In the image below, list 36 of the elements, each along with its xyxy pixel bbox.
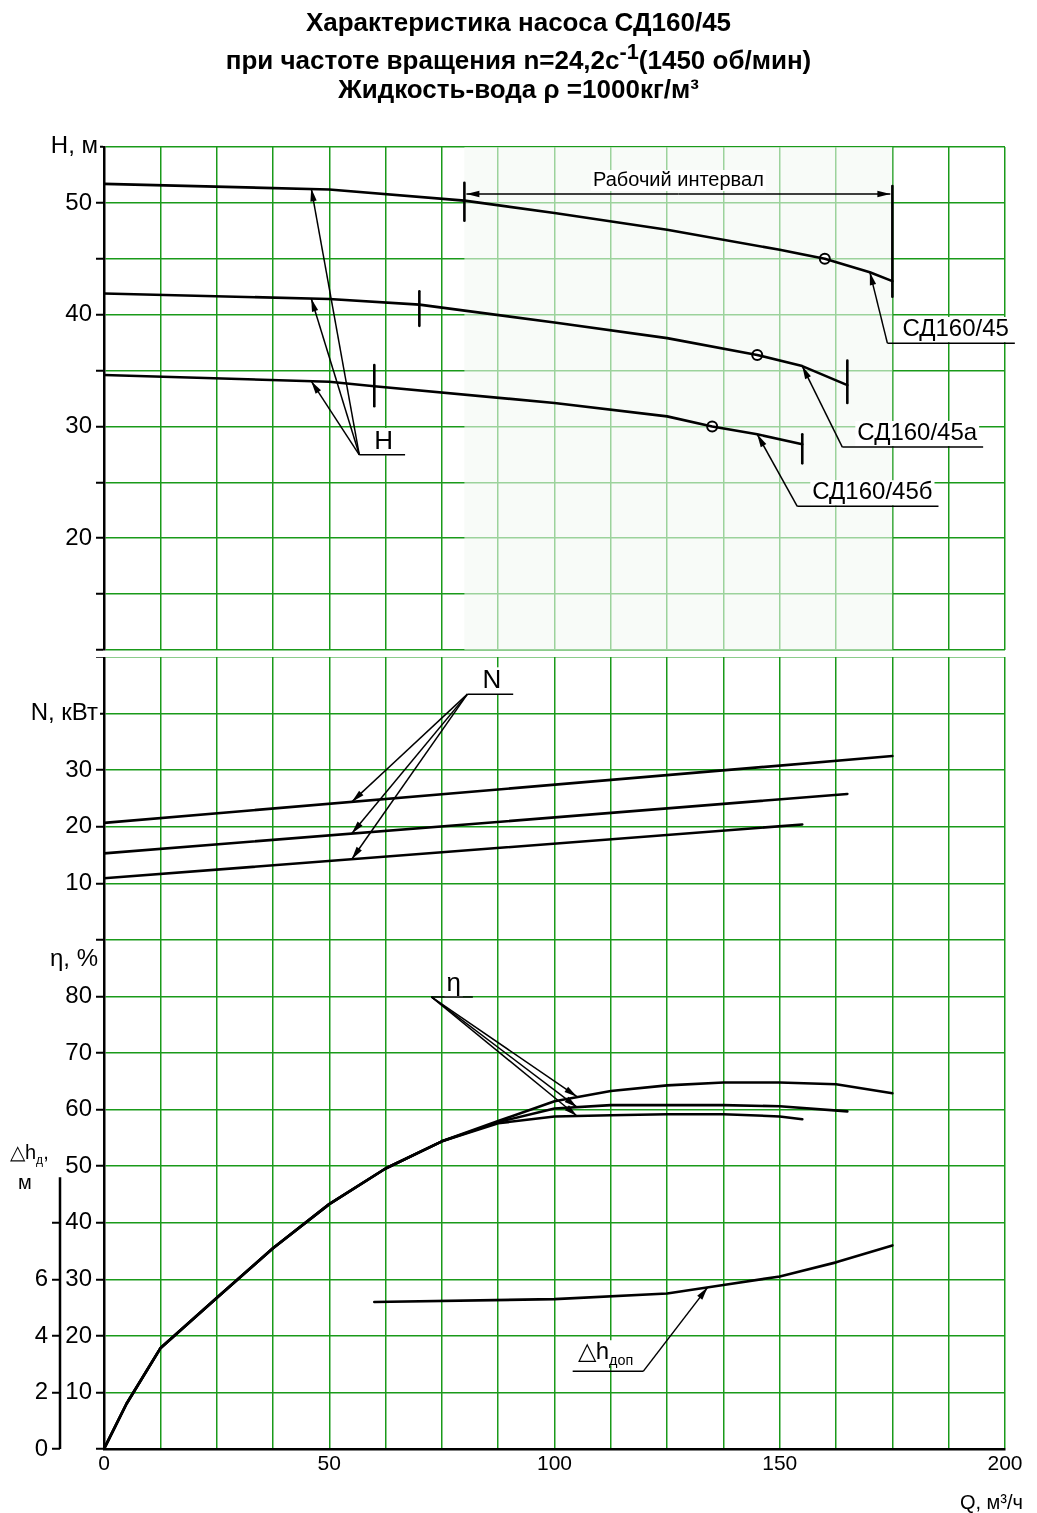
y-tick-label: 10	[65, 867, 92, 895]
y-tick-label: 20	[65, 811, 92, 839]
y-tick-label: 20	[65, 522, 92, 550]
y-tick-label: 10	[65, 1376, 92, 1404]
x-tick-label: 200	[987, 1451, 1023, 1475]
y-tick-label: 30	[65, 1263, 92, 1291]
y-tick-label: 70	[65, 1037, 92, 1065]
y2-tick-label: 2	[34, 1376, 48, 1404]
y-tick-label: 80	[65, 980, 92, 1008]
chart-subtitle: при частоте вращения n=24,2с$^{-1}$(1450 об/мин) Жидкость-вода ρ =1000кг/м³	[224, 38, 813, 104]
y-tick-label: 40	[65, 298, 92, 326]
series-label: СД160/45б	[812, 476, 933, 504]
y-axis-title: N, кВт	[30, 697, 99, 725]
y-tick-label: 50	[65, 187, 92, 215]
annotation: H	[374, 424, 394, 455]
y2-tick-label: 4	[34, 1320, 48, 1348]
x-tick-label: 0	[98, 1451, 110, 1475]
y-tick-label: 30	[65, 410, 92, 438]
annotation: N	[482, 663, 502, 694]
x-tick-label: 150	[762, 1451, 798, 1475]
band-label: Рабочий интервал	[592, 167, 764, 190]
y-tick-label: 50	[65, 1150, 92, 1178]
y-axis-title: H, м	[50, 130, 98, 158]
series-label: СД160/45	[902, 313, 1009, 341]
x-tick-label: 50	[317, 1451, 341, 1475]
chart-title: Характеристика насоса СД160/45	[304, 7, 733, 37]
annotation: η	[446, 966, 461, 997]
series-label: СД160/45а	[857, 417, 978, 445]
y-tick-label: 40	[65, 1207, 92, 1235]
y-tick-label: 60	[65, 1093, 92, 1121]
x-axis-title: Q, м³/ч	[959, 1490, 1024, 1513]
y2-tick-label: 6	[34, 1263, 48, 1291]
x-tick-label: 100	[536, 1451, 573, 1475]
y-tick-label: 30	[65, 754, 92, 782]
y-axis-title: η, %	[49, 943, 99, 971]
y-tick-label: 20	[65, 1320, 92, 1348]
